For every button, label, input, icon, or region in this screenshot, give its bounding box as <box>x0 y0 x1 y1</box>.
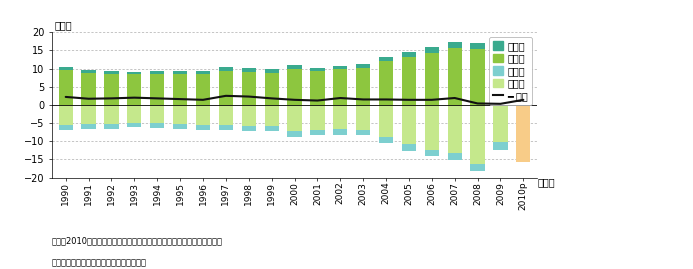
Bar <box>333 129 347 135</box>
Text: （％）: （％） <box>54 20 72 30</box>
Bar <box>128 75 141 105</box>
Bar <box>242 105 256 126</box>
Bar <box>356 64 370 68</box>
Bar <box>82 105 96 124</box>
Bar <box>288 65 301 69</box>
Bar <box>356 130 370 135</box>
Bar <box>310 71 324 105</box>
Bar <box>288 131 301 137</box>
Bar <box>493 63 507 105</box>
Bar <box>448 105 462 153</box>
Bar <box>242 72 256 105</box>
Bar <box>402 144 416 151</box>
Bar <box>242 68 256 72</box>
Legend: サ輸出, 財輸出, サ輸入, 財輸入, ━ 収支: サ輸出, 財輸出, サ輸入, 財輸入, ━ 収支 <box>489 37 532 105</box>
Bar <box>310 130 324 135</box>
Bar <box>196 125 210 130</box>
Bar <box>493 59 507 63</box>
Bar <box>471 49 484 105</box>
Bar <box>105 71 119 74</box>
Bar <box>448 48 462 105</box>
Bar <box>173 124 187 129</box>
Bar <box>448 42 462 48</box>
Bar <box>310 105 324 130</box>
Bar <box>471 164 484 171</box>
Bar <box>516 47 530 52</box>
Bar <box>173 75 187 105</box>
Bar <box>356 68 370 105</box>
Text: 資料：内閣府「国民経済計算」から作成。: 資料：内閣府「国民経済計算」から作成。 <box>52 258 147 267</box>
Bar <box>448 153 462 161</box>
Bar <box>402 57 416 105</box>
Bar <box>356 105 370 130</box>
Bar <box>516 155 530 162</box>
Bar <box>105 124 119 129</box>
Bar <box>59 125 73 130</box>
Bar <box>333 69 347 105</box>
Bar <box>128 105 141 123</box>
Bar <box>265 69 279 73</box>
Bar <box>173 71 187 75</box>
Bar <box>379 105 393 137</box>
Bar <box>242 126 256 131</box>
Bar <box>265 105 279 126</box>
Bar <box>196 74 210 105</box>
Bar <box>288 69 301 105</box>
Bar <box>425 47 439 53</box>
Bar <box>128 123 141 128</box>
Bar <box>173 105 187 124</box>
Bar <box>82 124 96 129</box>
Bar <box>379 61 393 105</box>
Bar <box>196 71 210 74</box>
Bar <box>288 105 301 131</box>
Bar <box>310 68 324 71</box>
Text: 備考：2010年は速報値のため、買易が財とサービスに分かれていない。: 備考：2010年は速報値のため、買易が財とサービスに分かれていない。 <box>52 237 223 246</box>
Bar <box>402 52 416 57</box>
Bar <box>150 74 164 105</box>
Text: （年）: （年） <box>537 178 554 187</box>
Bar <box>105 74 119 105</box>
Bar <box>59 70 73 105</box>
Bar <box>379 137 393 143</box>
Bar <box>425 105 439 150</box>
Bar <box>333 66 347 69</box>
Bar <box>128 72 141 75</box>
Bar <box>516 52 530 105</box>
Bar <box>402 105 416 144</box>
Bar <box>59 67 73 70</box>
Bar <box>82 73 96 105</box>
Bar <box>150 123 164 128</box>
Bar <box>82 70 96 73</box>
Bar <box>493 142 507 150</box>
Bar <box>219 67 233 71</box>
Bar <box>265 126 279 131</box>
Bar <box>425 150 439 157</box>
Bar <box>150 105 164 123</box>
Bar <box>150 71 164 74</box>
Bar <box>265 73 279 105</box>
Bar <box>425 53 439 105</box>
Bar <box>219 125 233 130</box>
Bar <box>219 105 233 125</box>
Bar <box>493 105 507 142</box>
Bar <box>471 43 484 49</box>
Bar <box>471 105 484 164</box>
Bar <box>219 71 233 105</box>
Bar <box>59 105 73 125</box>
Bar <box>105 105 119 124</box>
Bar <box>196 105 210 125</box>
Bar <box>379 57 393 61</box>
Bar <box>333 105 347 129</box>
Bar <box>516 105 530 155</box>
